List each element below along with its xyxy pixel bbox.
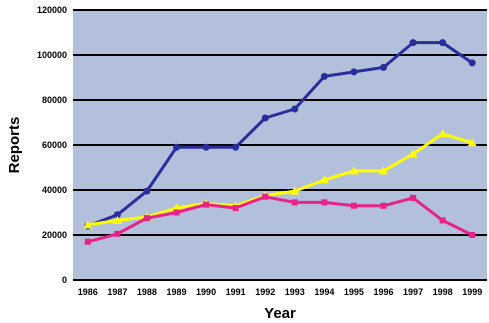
data-point — [380, 202, 387, 209]
y-tick-label: 60000 — [42, 140, 67, 150]
series-line — [87, 132, 473, 227]
y-tick-label: 120000 — [37, 5, 67, 15]
series-3 — [84, 193, 476, 245]
data-point — [439, 217, 446, 224]
data-point — [349, 166, 359, 175]
data-point — [291, 199, 298, 206]
data-point — [232, 205, 239, 211]
x-tick-label: 1997 — [403, 287, 423, 297]
x-tick-label: 1990 — [196, 287, 216, 297]
y-axis-title: Reports — [6, 117, 23, 174]
data-point — [467, 138, 477, 147]
data-point — [84, 238, 91, 245]
data-point — [319, 175, 329, 184]
x-tick-label: 1988 — [137, 287, 157, 297]
data-point — [320, 72, 328, 80]
data-point — [439, 39, 447, 47]
x-tick-label: 1989 — [166, 287, 186, 297]
x-tick-label: 1996 — [373, 287, 393, 297]
data-point — [83, 220, 93, 229]
x-tick-label: 1987 — [107, 287, 127, 297]
data-point — [408, 149, 418, 158]
y-tick-label: 0 — [62, 275, 67, 285]
x-axis-title: Year — [264, 305, 296, 322]
y-tick-label: 100000 — [37, 50, 67, 60]
y-tick-label: 40000 — [42, 185, 67, 195]
data-point — [410, 194, 417, 201]
series-line — [87, 195, 473, 244]
x-tick-label: 1995 — [344, 287, 364, 297]
x-tick-label: 1986 — [78, 287, 98, 297]
data-point — [350, 68, 358, 76]
x-tick-label: 1994 — [314, 287, 334, 297]
y-tick-label: 80000 — [42, 95, 67, 105]
data-point — [438, 129, 448, 138]
series-line — [87, 41, 474, 228]
data-point — [262, 193, 269, 200]
series-group — [83, 39, 477, 245]
data-point — [112, 215, 122, 224]
data-point — [202, 143, 210, 151]
data-point — [114, 230, 121, 237]
data-point — [290, 186, 300, 195]
data-point — [143, 187, 151, 195]
data-point — [469, 232, 476, 238]
data-point — [143, 215, 150, 222]
data-point — [379, 166, 388, 175]
data-point — [173, 143, 180, 151]
data-point — [409, 39, 417, 47]
data-point — [113, 211, 121, 219]
x-tick-label: 1999 — [462, 287, 482, 297]
data-point — [173, 209, 180, 216]
data-point — [232, 143, 240, 151]
x-tick-label: 1998 — [433, 287, 453, 297]
data-point — [321, 199, 328, 206]
x-tick-label: 1993 — [285, 287, 305, 297]
data-point — [380, 63, 387, 71]
data-point — [468, 59, 476, 67]
data-point — [350, 202, 357, 209]
y-tick-labels: 0 20000 40000 60000 80000 100000 120000 — [37, 5, 67, 285]
data-point — [291, 105, 299, 113]
data-point — [261, 114, 269, 122]
data-point — [203, 201, 210, 208]
x-tick-label: 1992 — [255, 287, 275, 297]
x-tick-label: 1991 — [226, 287, 246, 297]
x-tick-labels: 1986 1987 1988 1989 1990 1991 1992 1993 1994 1995… — [78, 287, 482, 297]
grid-lines — [73, 9, 487, 281]
y-tick-label: 20000 — [42, 230, 67, 240]
